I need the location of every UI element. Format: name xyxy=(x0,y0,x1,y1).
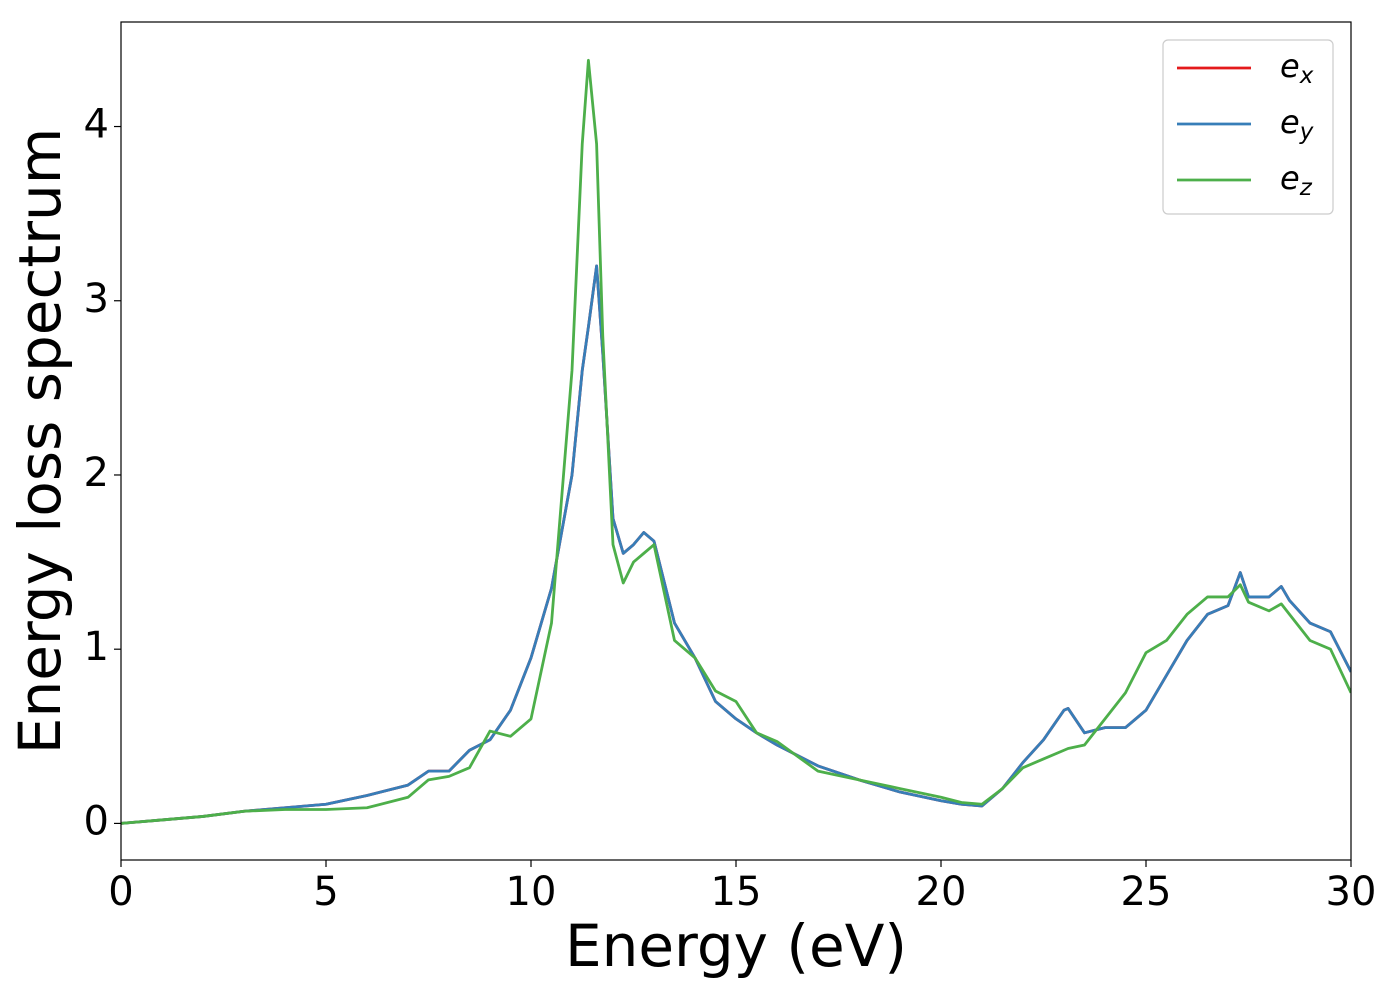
legend-label: ez xyxy=(1280,159,1313,201)
x-axis-label: Energy (eV) xyxy=(565,912,907,980)
series-line xyxy=(121,58,1351,825)
series-line xyxy=(121,264,1351,825)
x-tick-label: 15 xyxy=(711,869,762,915)
legend-label: ex xyxy=(1280,47,1314,89)
y-tick-label: 2 xyxy=(84,450,109,496)
y-tick-label: 3 xyxy=(84,276,109,322)
series-line xyxy=(121,264,1351,825)
x-tick-label: 10 xyxy=(506,869,557,915)
legend-box xyxy=(1162,39,1334,215)
y-tick-label: 1 xyxy=(84,624,109,670)
plot-frame xyxy=(120,21,1352,861)
y-tick-label: 0 xyxy=(84,798,109,844)
x-tick-label: 25 xyxy=(1121,869,1172,915)
legend-label: ey xyxy=(1280,103,1314,145)
x-tick-label: 30 xyxy=(1326,869,1377,915)
y-axis-label: Energy loss spectrum xyxy=(6,128,74,754)
y-tick-label: 4 xyxy=(84,102,109,148)
x-tick-label: 20 xyxy=(916,869,967,915)
x-tick-label: 0 xyxy=(108,869,133,915)
x-tick-label: 5 xyxy=(313,869,338,915)
